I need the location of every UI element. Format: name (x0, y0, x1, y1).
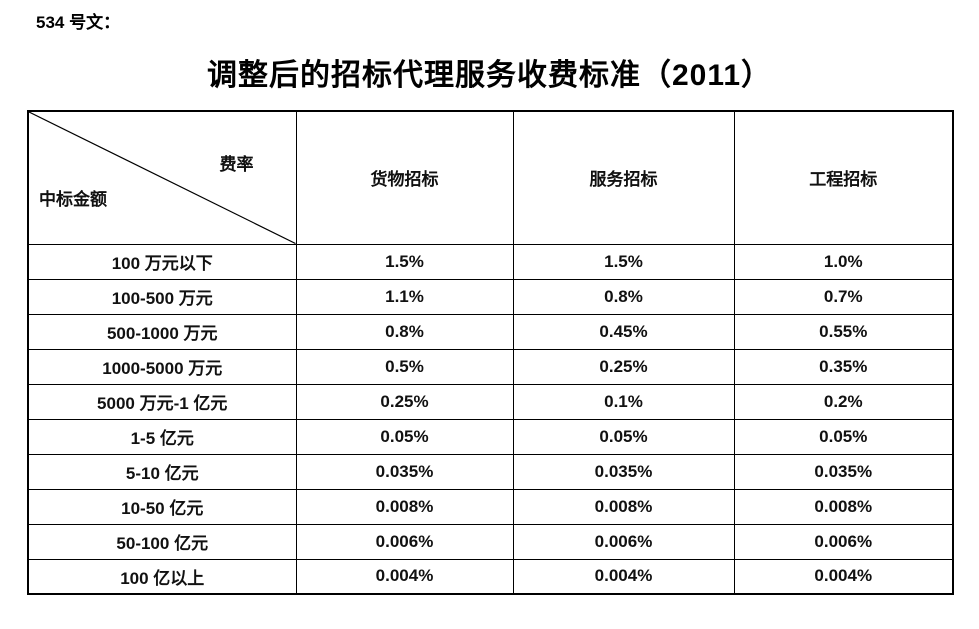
value-cell: 1.0% (733, 243, 954, 280)
row-label-cell: 100 万元以下 (27, 243, 297, 280)
row-label-cell: 5-10 亿元 (27, 453, 297, 490)
value-cell: 1.5% (512, 243, 735, 280)
value-cell: 0.25% (512, 348, 735, 385)
value-cell: 0.5% (295, 348, 514, 385)
corner-label-amount: 中标金额 (39, 189, 107, 209)
value-cell: 0.05% (733, 418, 954, 455)
column-header-goods-tender: 货物招标 (295, 110, 514, 245)
value-cell: 0.05% (512, 418, 735, 455)
value-cell: 0.7% (733, 278, 954, 315)
value-cell: 0.006% (733, 523, 954, 560)
corner-label-rate: 费率 (219, 155, 254, 174)
header-row: 费率 中标金额 货物招标 服务招标 工程招标 (27, 110, 954, 245)
table-row: 1-5 亿元 0.05% 0.05% 0.05% (27, 418, 954, 455)
value-cell: 0.004% (512, 558, 735, 595)
row-label-cell: 50-100 亿元 (27, 523, 297, 560)
value-cell: 0.05% (295, 418, 514, 455)
value-cell: 0.8% (512, 278, 735, 315)
diagonal-divider-line (29, 112, 296, 244)
value-cell: 0.2% (733, 383, 954, 420)
table-row: 1000-5000 万元 0.5% 0.25% 0.35% (27, 348, 954, 385)
value-cell: 0.006% (295, 523, 514, 560)
value-cell: 1.5% (295, 243, 514, 280)
row-label-cell: 100-500 万元 (27, 278, 297, 315)
table-row: 100 万元以下 1.5% 1.5% 1.0% (27, 243, 954, 280)
row-label-cell: 100 亿以上 (27, 558, 297, 595)
value-cell: 0.006% (512, 523, 735, 560)
table-row: 100-500 万元 1.1% 0.8% 0.7% (27, 278, 954, 315)
table-row: 10-50 亿元 0.008% 0.008% 0.008% (27, 488, 954, 525)
value-cell: 0.55% (733, 313, 954, 350)
value-cell: 1.1% (295, 278, 514, 315)
value-cell: 0.8% (295, 313, 514, 350)
column-header-service-tender: 服务招标 (512, 110, 735, 245)
table-row: 50-100 亿元 0.006% 0.006% 0.006% (27, 523, 954, 560)
value-cell: 0.035% (512, 453, 735, 490)
value-cell: 0.1% (512, 383, 735, 420)
table-row: 5-10 亿元 0.035% 0.035% 0.035% (27, 453, 954, 490)
value-cell: 0.25% (295, 383, 514, 420)
fee-table: 费率 中标金额 货物招标 服务招标 工程招标 100 万元以下 1.5% 1.5… (27, 110, 954, 595)
doc-number-label: 534 号文： (36, 13, 121, 32)
row-label-cell: 5000 万元-1 亿元 (27, 383, 297, 420)
corner-cell: 费率 中标金额 (27, 110, 297, 245)
table-row: 100 亿以上 0.004% 0.004% 0.004% (27, 558, 954, 595)
table-row: 5000 万元-1 亿元 0.25% 0.1% 0.2% (27, 383, 954, 420)
value-cell: 0.035% (295, 453, 514, 490)
column-header-engineering-tender: 工程招标 (733, 110, 954, 245)
value-cell: 0.035% (733, 453, 954, 490)
page-title: 调整后的招标代理服务收费标准（2011） (206, 59, 773, 92)
row-label-cell: 10-50 亿元 (27, 488, 297, 525)
value-cell: 0.008% (512, 488, 735, 525)
row-label-cell: 1-5 亿元 (27, 418, 297, 455)
row-label-cell: 500-1000 万元 (27, 313, 297, 350)
value-cell: 0.35% (733, 348, 954, 385)
fee-table-body: 100 万元以下 1.5% 1.5% 1.0% 100-500 万元 1.1% … (27, 243, 954, 595)
value-cell: 0.008% (733, 488, 954, 525)
value-cell: 0.008% (295, 488, 514, 525)
row-label-cell: 1000-5000 万元 (27, 348, 297, 385)
value-cell: 0.004% (295, 558, 514, 595)
table-row: 500-1000 万元 0.8% 0.45% 0.55% (27, 313, 954, 350)
value-cell: 0.004% (733, 558, 954, 595)
value-cell: 0.45% (512, 313, 735, 350)
